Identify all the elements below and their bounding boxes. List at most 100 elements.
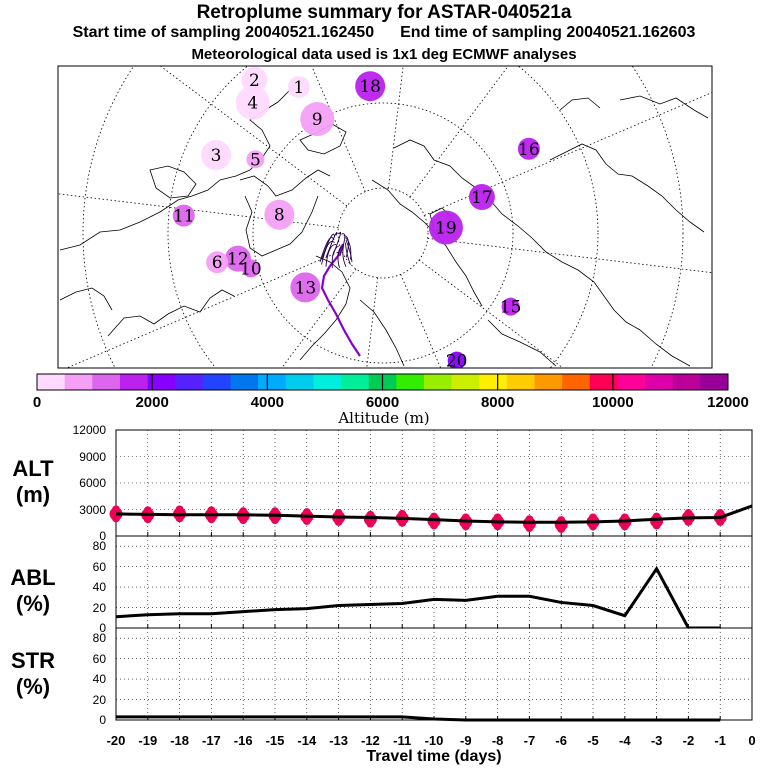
altitude-cluster-point xyxy=(239,516,248,525)
coastline xyxy=(59,89,291,251)
x-tick-label: -3 xyxy=(650,733,663,748)
cluster-circle xyxy=(241,66,268,93)
alt-label-line: ALT (m) xyxy=(12,456,54,507)
str-panel-label: STR (%) xyxy=(0,648,66,700)
colorbar-segment xyxy=(534,374,563,390)
colorbar-segment xyxy=(37,374,65,390)
colorbar-segment xyxy=(147,374,176,390)
x-tick-label: -2 xyxy=(682,733,695,748)
colorbar-tick-label: 10000 xyxy=(591,394,634,411)
cluster-circle xyxy=(355,71,386,102)
colorbar-segment xyxy=(645,374,674,390)
x-tick-label: -1 xyxy=(714,733,726,748)
altitude-cluster-point xyxy=(589,513,597,522)
altitude-cluster-point xyxy=(302,516,311,525)
cluster-circle xyxy=(287,76,310,99)
altitude-cluster-point xyxy=(716,517,725,526)
colorbar-tick-label: 12000 xyxy=(707,394,749,411)
colorbar-tick-label: 6000 xyxy=(365,394,400,411)
alt-mean-line xyxy=(115,504,753,524)
alt-y-tick-label: 6000 xyxy=(79,476,106,490)
colorbar-segment xyxy=(479,374,508,390)
cluster-number: 5 xyxy=(250,150,261,170)
altitude-cluster-point xyxy=(684,509,693,518)
x-tick-label: -12 xyxy=(360,733,380,748)
cluster-number: 4 xyxy=(247,94,258,114)
cluster-circle xyxy=(517,137,540,160)
colorbar-segment xyxy=(64,374,93,390)
x-tick-label: 0 xyxy=(748,733,756,748)
alt-y-tick-label: 9000 xyxy=(79,449,106,464)
x-tick-label: -8 xyxy=(491,733,504,748)
cluster-number: 20 xyxy=(446,352,468,372)
cluster-circle xyxy=(428,210,463,245)
x-tick-label: -17 xyxy=(201,733,221,748)
alt-panel-label: ALT (m) xyxy=(0,456,66,508)
colorbar-segment xyxy=(258,374,287,390)
x-tick-label: -13 xyxy=(329,733,348,748)
altitude-cluster-point xyxy=(175,514,184,523)
colorbar-segment xyxy=(700,374,729,390)
cluster-number: 2 xyxy=(249,71,260,91)
x-tick-label: -9 xyxy=(460,733,472,748)
altitude-cluster-point xyxy=(684,517,693,526)
trajectory-trace xyxy=(337,245,342,268)
cluster-number: 16 xyxy=(518,140,540,160)
cluster-number: 1 xyxy=(293,78,304,98)
cluster-circle xyxy=(264,199,295,230)
colorbar-segment xyxy=(202,374,231,390)
str-y-tick-label: 60 xyxy=(92,651,106,666)
colorbar-segment xyxy=(313,374,342,390)
colorbar-tick-label: 4000 xyxy=(250,394,285,411)
colorbar-segment xyxy=(119,374,148,390)
x-tick-label: -6 xyxy=(555,733,567,748)
abl-y-tick-label: 40 xyxy=(92,580,106,595)
str-y-tick-label: 0 xyxy=(99,713,106,727)
trajectory-trace xyxy=(325,244,337,267)
altitude-cluster-point xyxy=(271,516,279,525)
colorbar-segment xyxy=(92,374,121,390)
altitude-cluster-point xyxy=(175,505,184,514)
str-y-tick-label: 20 xyxy=(92,692,106,707)
str-label-line: STR (%) xyxy=(11,648,55,699)
x-tick-label: -18 xyxy=(170,733,189,748)
altitude-cluster-point xyxy=(430,521,438,530)
abl-y-tick-label: 60 xyxy=(92,559,106,574)
x-tick-label: -14 xyxy=(297,733,317,748)
colorbar-tick-label: 8000 xyxy=(480,394,515,411)
coastline xyxy=(559,97,601,111)
altitude-cluster-point xyxy=(493,522,502,531)
trajectory-trace xyxy=(325,231,338,258)
x-tick-label: -16 xyxy=(233,733,253,748)
abl-y-tick-label: 80 xyxy=(92,539,106,554)
colorbar-segment xyxy=(672,374,701,390)
str-panel-frame xyxy=(115,627,753,721)
colorbar-segment xyxy=(451,374,480,390)
altitude-cluster-point xyxy=(461,522,470,531)
abl-y-tick-label: 20 xyxy=(92,600,106,615)
str-y-tick-label: 80 xyxy=(92,631,106,646)
altitude-cluster-point xyxy=(239,507,248,516)
altitude-cluster-point xyxy=(398,509,407,518)
trajectory-trace xyxy=(345,239,353,263)
abl-label-line: ABL (%) xyxy=(10,565,56,616)
latitude-circle xyxy=(82,66,684,368)
alt-y-tick-label: 0 xyxy=(99,529,106,543)
altitude-cluster-point xyxy=(207,506,216,515)
sampling-times: Start time of sampling 20040521.162450 En… xyxy=(0,24,768,42)
cluster-number: 3 xyxy=(211,146,222,166)
x-tick-label: -7 xyxy=(523,733,536,748)
coastline xyxy=(107,289,235,337)
altitude-cluster-point xyxy=(112,505,120,514)
map-frame xyxy=(57,65,713,369)
alt-y-tick-label: 12000 xyxy=(72,423,106,437)
cluster-circle xyxy=(241,259,260,278)
colorbar-segment xyxy=(285,374,314,390)
colorbar-segment xyxy=(589,374,618,390)
cluster-circle xyxy=(201,140,232,171)
abl-line xyxy=(115,565,721,630)
latitude-circle xyxy=(337,187,429,279)
x-tick-label: -11 xyxy=(393,733,412,748)
colorbar-label: Altitude (m) xyxy=(338,409,430,427)
